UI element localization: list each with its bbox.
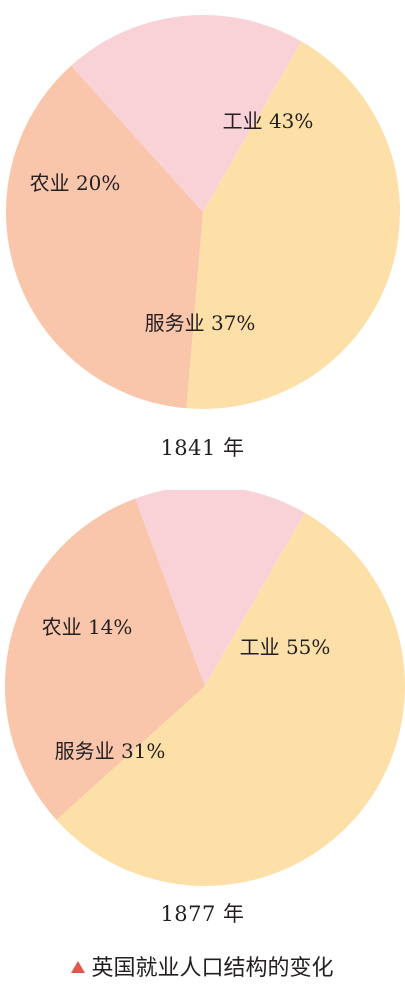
pie-chart-1877-svg: 工业 55% 服务业 31% 农业 14%: [4, 490, 405, 886]
chart-title-1841: 1841 年: [160, 436, 245, 460]
pie-1841-slice-agriculture: [71, 14, 302, 213]
pie-1877-label-services: 服务业 31%: [55, 739, 166, 763]
triangle-marker-icon: [71, 961, 86, 973]
pie-1877-label-industry: 工业 55%: [240, 635, 331, 659]
pie-1877-slice-industry: [56, 512, 405, 886]
pie-1841-slice-industry: [186, 41, 401, 410]
pie-chart-1877: 工业 55% 服务业 31% 农业 14%: [0, 490, 405, 940]
pie-1877-label-agriculture: 农业 14%: [42, 615, 133, 639]
pie-1841-slice-services: [5, 65, 203, 409]
pie-1841-label-industry: 工业 43%: [223, 109, 314, 133]
pie-1877-slice-services: [4, 498, 205, 820]
pie-chart-1841-svg: 工业 43% 服务业 37% 农业 20%: [5, 14, 401, 410]
pie-chart-1841: 工业 43% 服务业 37% 农业 20%: [0, 0, 405, 470]
pie-1841-label-services: 服务业 37%: [145, 311, 256, 335]
chart-title-1877: 1877 年: [160, 902, 245, 926]
caption-text: 英国就业人口结构的变化: [91, 956, 334, 981]
pie-1841-label-agriculture: 农业 20%: [30, 171, 121, 195]
pie-1877-slice-agriculture: [135, 490, 305, 686]
figure-caption: 英国就业人口结构的变化: [0, 950, 405, 982]
